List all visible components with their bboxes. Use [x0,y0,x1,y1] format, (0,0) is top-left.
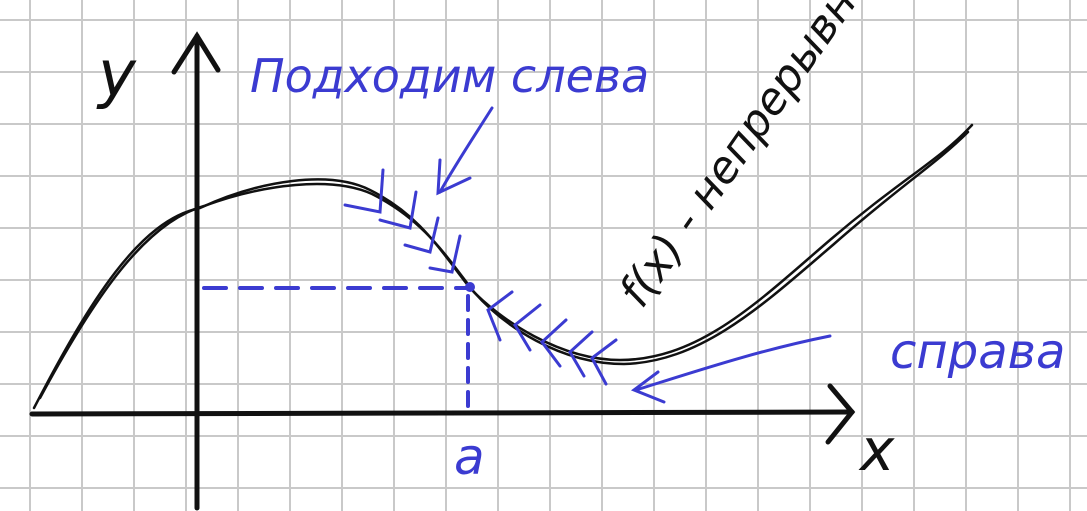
left-tick-4 [428,234,462,274]
y-axis [171,31,221,511]
right-approach-label: справа [890,324,1065,380]
function-curve [32,123,974,410]
y-axis-arrowhead [171,31,221,75]
right-tick-5 [590,338,618,386]
pointer-arrows [436,106,832,404]
function-continuity-label: f(x) - непрерывна [609,0,882,316]
right-tick-2 [513,303,542,352]
right-tick-3 [539,318,568,368]
right-pointer-arrow [634,334,832,392]
left-tick-3 [403,216,440,254]
right-tick-4 [568,330,594,378]
right-approach-ticks [486,290,618,386]
limit-point [465,282,475,292]
left-pointer-arrowhead [436,158,472,196]
y-axis-label: y [96,38,137,112]
left-tick-1 [343,168,385,214]
right-pointer-arrowhead [630,370,666,404]
left-approach-ticks [343,168,462,274]
dashed-guides [202,286,470,414]
left-pointer-arrow [438,106,494,194]
point-a-label: a [454,428,485,486]
right-tick-1 [486,290,514,342]
x-axis [29,383,856,445]
left-approach-label: Подходим слева [250,49,649,103]
x-axis-arrowhead [825,383,856,445]
left-tick-2 [378,190,418,230]
x-axis-label: x [858,416,895,484]
